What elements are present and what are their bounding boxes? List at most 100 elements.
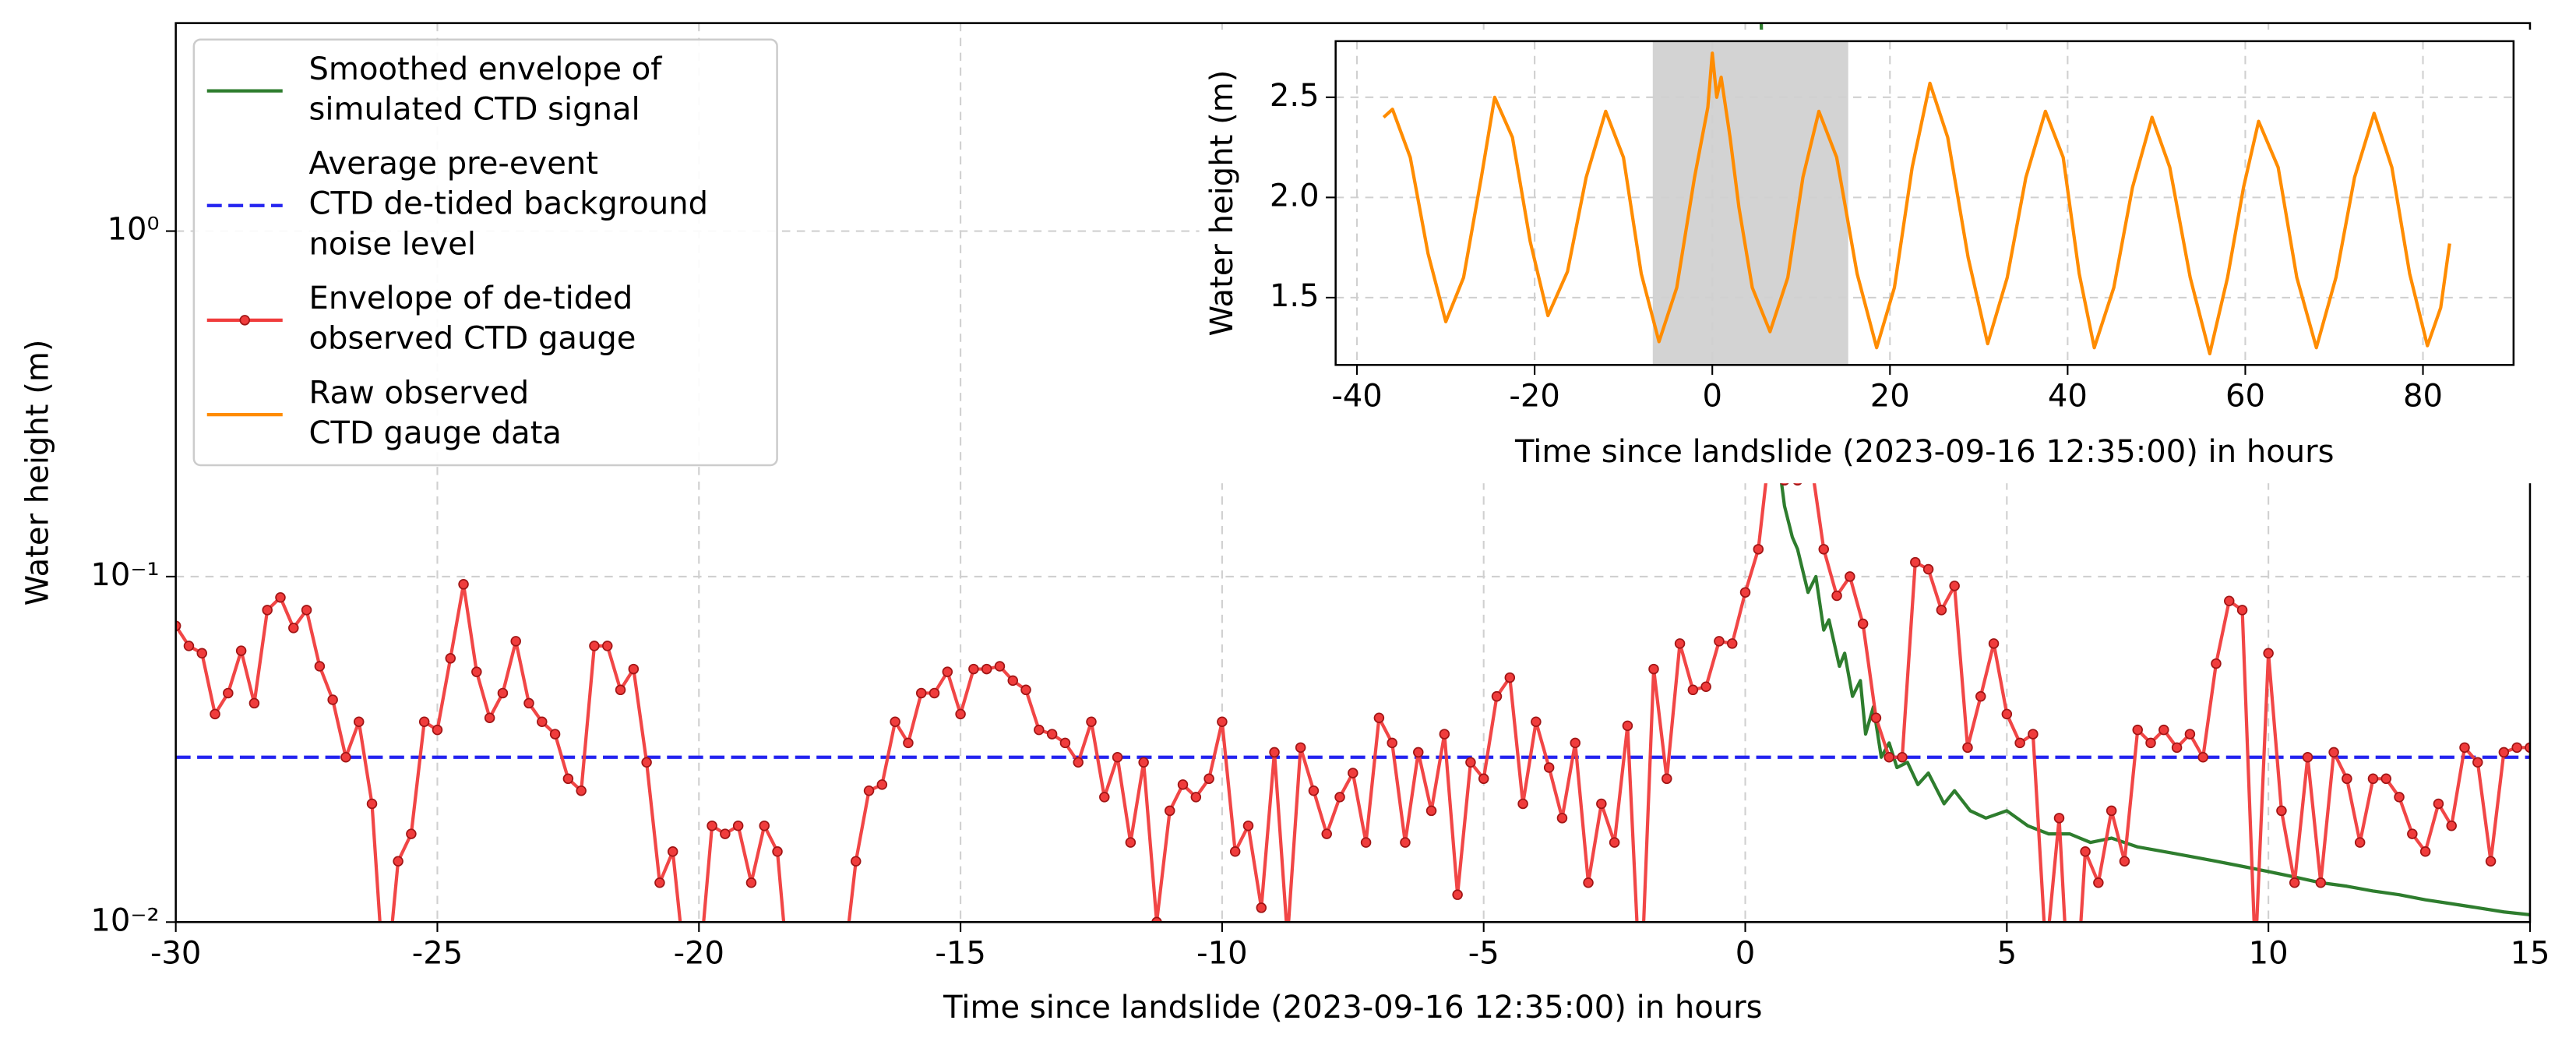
data-point: [1583, 877, 1594, 888]
x-tick-label: 15: [2510, 935, 2550, 971]
data-point: [248, 697, 260, 709]
data-point: [484, 712, 495, 723]
data-point: [2342, 773, 2352, 785]
data-point: [1387, 737, 1397, 749]
data-point: [2236, 605, 2248, 616]
data-point: [1870, 712, 1882, 723]
data-point: [2093, 877, 2104, 888]
data-point: [1818, 544, 1830, 555]
data-point: [1478, 773, 1489, 785]
data-point: [340, 751, 351, 763]
data-point: [1125, 837, 1136, 848]
data-point: [1517, 798, 1528, 810]
data-point: [353, 716, 365, 727]
data-point: [1164, 805, 1175, 817]
data-point: [942, 666, 953, 677]
data-point: [1086, 716, 1097, 727]
data-point: [196, 648, 207, 659]
data-point: [1687, 684, 1699, 696]
y-tick-label: 2.0: [1270, 178, 1320, 214]
y-tick-label: 1.5: [1270, 278, 1320, 314]
data-point: [745, 877, 757, 888]
data-point: [1739, 587, 1751, 598]
data-point: [641, 757, 652, 768]
data-point: [1465, 757, 1476, 768]
data-point: [1242, 820, 1254, 831]
data-point: [2380, 773, 2392, 785]
data-point: [1922, 563, 1934, 575]
data-point: [1491, 690, 1503, 702]
plot-layer: [1382, 51, 2451, 356]
data-point: [1570, 737, 1580, 749]
data-point: [1217, 716, 1228, 727]
data-point: [210, 708, 220, 720]
data-point: [1622, 720, 1633, 732]
data-point: [2053, 813, 2065, 824]
data-point: [863, 785, 875, 796]
data-point: [1334, 792, 1345, 803]
data-point: [2211, 658, 2222, 669]
data-point: [732, 820, 744, 831]
data-point: [1295, 742, 1306, 754]
plot-layer: [175, 23, 2530, 1004]
data-point: [2485, 856, 2497, 867]
data-point: [1936, 605, 1947, 616]
data-point: [759, 820, 770, 831]
data-point: [2498, 747, 2510, 758]
data-point: [628, 663, 640, 675]
data-point: [1321, 828, 1332, 839]
data-point: [175, 620, 181, 631]
shaded-span: [1652, 41, 1848, 365]
data-point: [1020, 684, 1031, 696]
data-point: [1714, 636, 1725, 647]
data-point: [2224, 595, 2235, 606]
data-point: [1425, 805, 1437, 817]
data-point: [1988, 638, 2000, 649]
data-point: [654, 877, 665, 888]
data-point: [1596, 798, 1607, 810]
data-point: [2446, 820, 2457, 831]
x-tick-label: 10: [2249, 935, 2289, 971]
legend: Smoothed envelope of simulated CTD signal…: [192, 38, 778, 467]
data-point: [1753, 544, 1764, 555]
data-point: [1190, 792, 1202, 803]
data-point: [1229, 846, 1241, 857]
data-point: [301, 605, 312, 616]
x-tick-label: -5: [1468, 935, 1499, 971]
data-point: [562, 773, 574, 785]
data-point: [314, 661, 326, 672]
data-point: [981, 663, 992, 675]
data-point: [1034, 724, 1045, 736]
data-point: [2328, 747, 2339, 758]
data-point: [2119, 856, 2130, 867]
data-point: [2106, 805, 2117, 817]
legend-label: Average pre-event CTD de-tided background…: [309, 146, 709, 262]
data-point: [786, 994, 795, 1004]
data-point: [615, 684, 626, 696]
data-point: [994, 661, 1006, 672]
data-point: [1897, 751, 1908, 763]
data-point: [890, 716, 900, 727]
data-point: [1910, 556, 1921, 568]
data-point: [825, 994, 834, 1004]
data-point: [876, 779, 888, 790]
x-tick-label: -30: [150, 935, 201, 971]
data-point: [183, 641, 195, 651]
data-point: [537, 716, 548, 727]
data-point: [2459, 742, 2470, 754]
axes-frame: [1334, 40, 2515, 366]
data-point: [1283, 934, 1292, 943]
data-point: [1452, 889, 1463, 900]
data-point: [418, 716, 430, 727]
x-tick-label: 80: [2403, 378, 2443, 414]
data-point: [235, 645, 247, 656]
data-point: [1674, 638, 1686, 649]
data-point: [2276, 805, 2287, 817]
data-point: [2394, 792, 2405, 803]
data-point: [2419, 846, 2431, 857]
data-point: [1648, 663, 1659, 675]
data-point: [1360, 837, 1372, 848]
x-axis-label: Time since landslide (2023-09-16 12:35:0…: [943, 990, 1762, 1026]
data-point: [2197, 751, 2208, 763]
data-point: [497, 687, 509, 699]
